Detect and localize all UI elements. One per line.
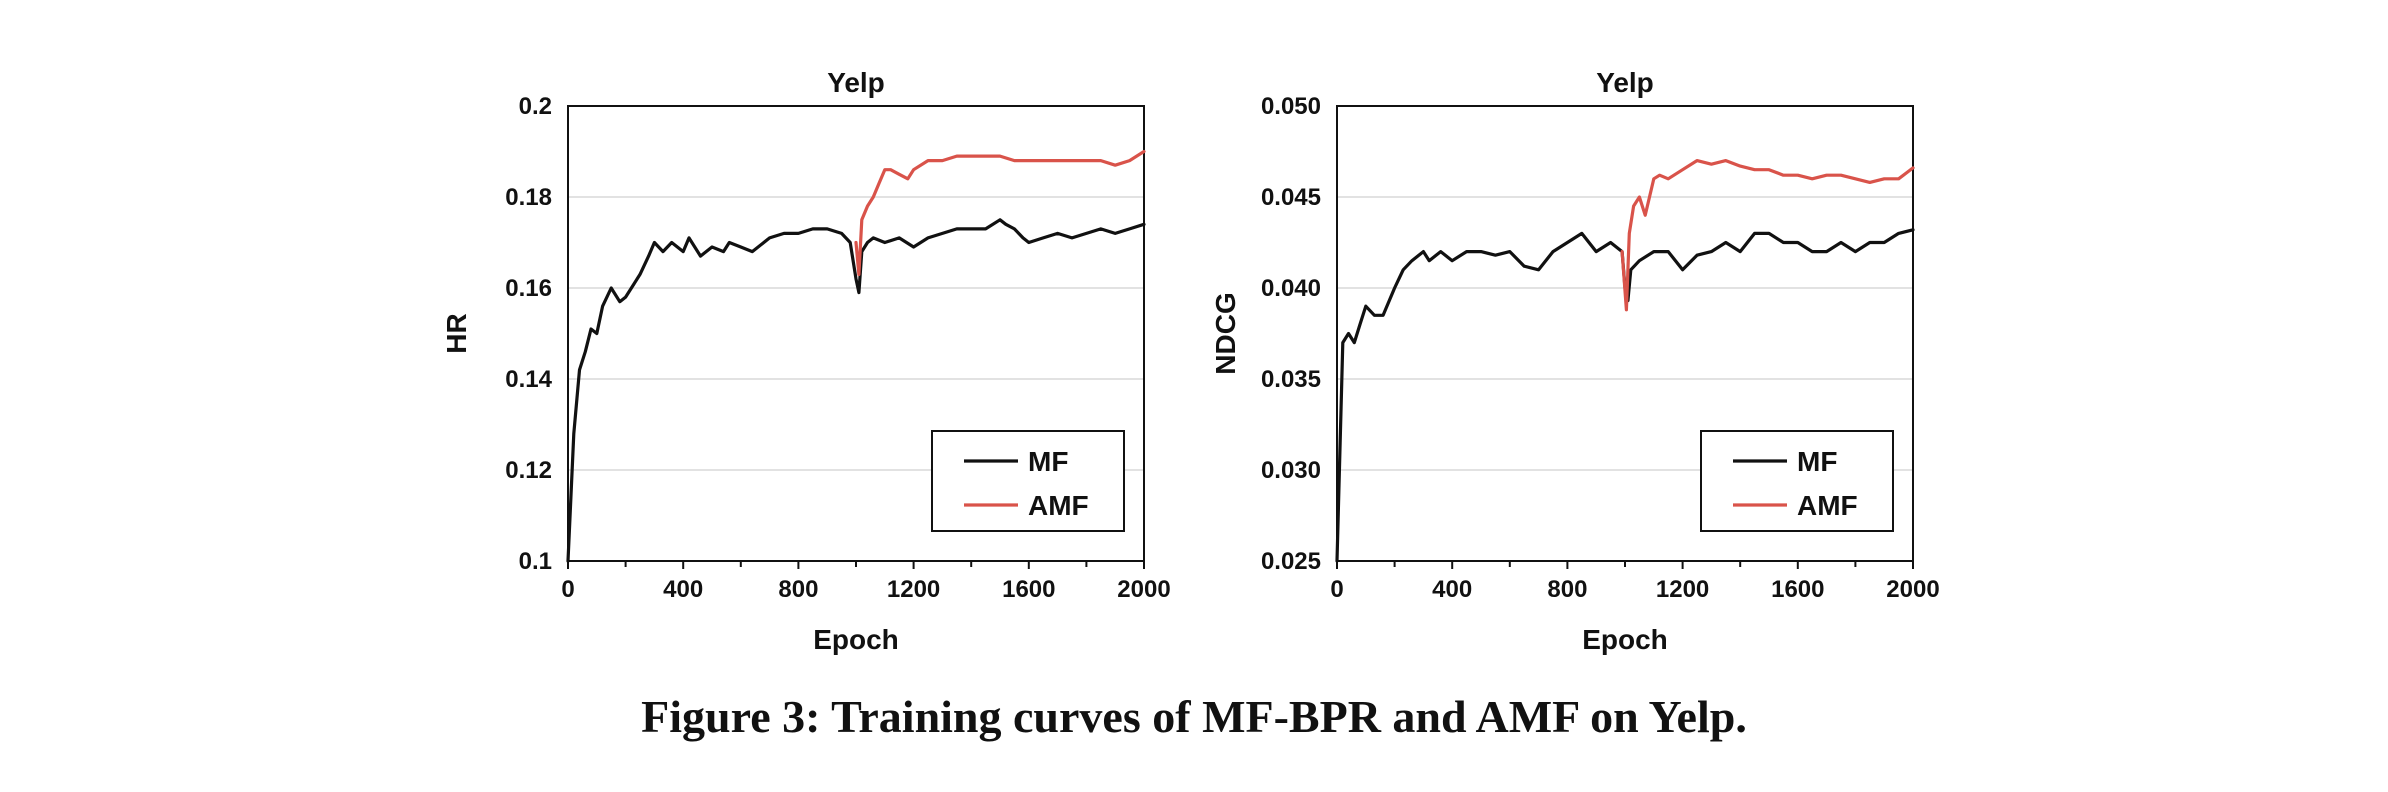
- legend-label-amf: AMF: [1797, 490, 1858, 521]
- y-tick-label: 0.14: [505, 366, 552, 393]
- y-tick-label: 0.030: [1261, 457, 1321, 484]
- legend: MF AMF: [931, 430, 1125, 532]
- chart-title: Yelp: [827, 67, 885, 98]
- x-tick-label: 1600: [1002, 576, 1055, 603]
- y-tick-label: 0.12: [505, 457, 552, 484]
- y-tick-label: 0.16: [505, 275, 552, 302]
- chart-title: Yelp: [1596, 67, 1654, 98]
- y-axis-label: HR: [441, 313, 472, 353]
- series-line-amf: [1620, 159, 1915, 312]
- x-tick-label: 2000: [1886, 576, 1939, 603]
- figure-caption: Figure 3: Training curves of MF-BPR and …: [641, 691, 1747, 742]
- y-tick-label: 0.040: [1261, 275, 1321, 302]
- y-tick-label: 0.045: [1261, 184, 1321, 211]
- series-line-mf: [566, 218, 1146, 563]
- y-tick-label: 0.18: [505, 184, 552, 211]
- x-tick-label: 800: [778, 576, 818, 603]
- charts-canvas: 0 400 800 1200 1600 2000 0.1 0.12 0.14 0.16 0.18 0.…: [441, 67, 1940, 655]
- x-tick-label: 1200: [1656, 576, 1709, 603]
- x-tick-label: 1200: [887, 576, 940, 603]
- y-tick-label: 0.1: [519, 548, 552, 575]
- x-tick-label: 2000: [1117, 576, 1170, 603]
- x-axis-label: Epoch: [1582, 624, 1668, 655]
- y-tick-label: 0.025: [1261, 548, 1321, 575]
- y-axis-label: NDCG: [1210, 292, 1241, 374]
- x-tick-label: 400: [663, 576, 703, 603]
- y-tick-label: 0.050: [1261, 93, 1321, 120]
- series-line-mf: [1335, 228, 1915, 563]
- x-tick-label: 1600: [1771, 576, 1824, 603]
- legend-label-mf: MF: [1797, 446, 1837, 477]
- y-tick-label: 0.2: [519, 93, 552, 120]
- x-axis-label: Epoch: [813, 624, 899, 655]
- chart-panel-1: 0 400 800 1200 1600 2000 0.1 0.12 0.14 0.16 0.18 0.…: [441, 67, 1171, 655]
- legend-label-mf: MF: [1028, 446, 1068, 477]
- x-tick-label: 0: [1330, 576, 1343, 603]
- chart-panel-2: 0 400 800 1200 1600 2000 0.025 0.030 0.035 0.040 0…: [1210, 67, 1940, 655]
- y-tick-label: 0.035: [1261, 366, 1321, 393]
- legend-label-amf: AMF: [1028, 490, 1089, 521]
- legend-box: [931, 430, 1125, 532]
- x-tick-label: 0: [561, 576, 574, 603]
- legend: MF AMF: [1700, 430, 1894, 532]
- x-tick-label: 800: [1547, 576, 1587, 603]
- x-tick-label: 400: [1432, 576, 1472, 603]
- series-line-amf: [854, 149, 1146, 276]
- legend-box: [1700, 430, 1894, 532]
